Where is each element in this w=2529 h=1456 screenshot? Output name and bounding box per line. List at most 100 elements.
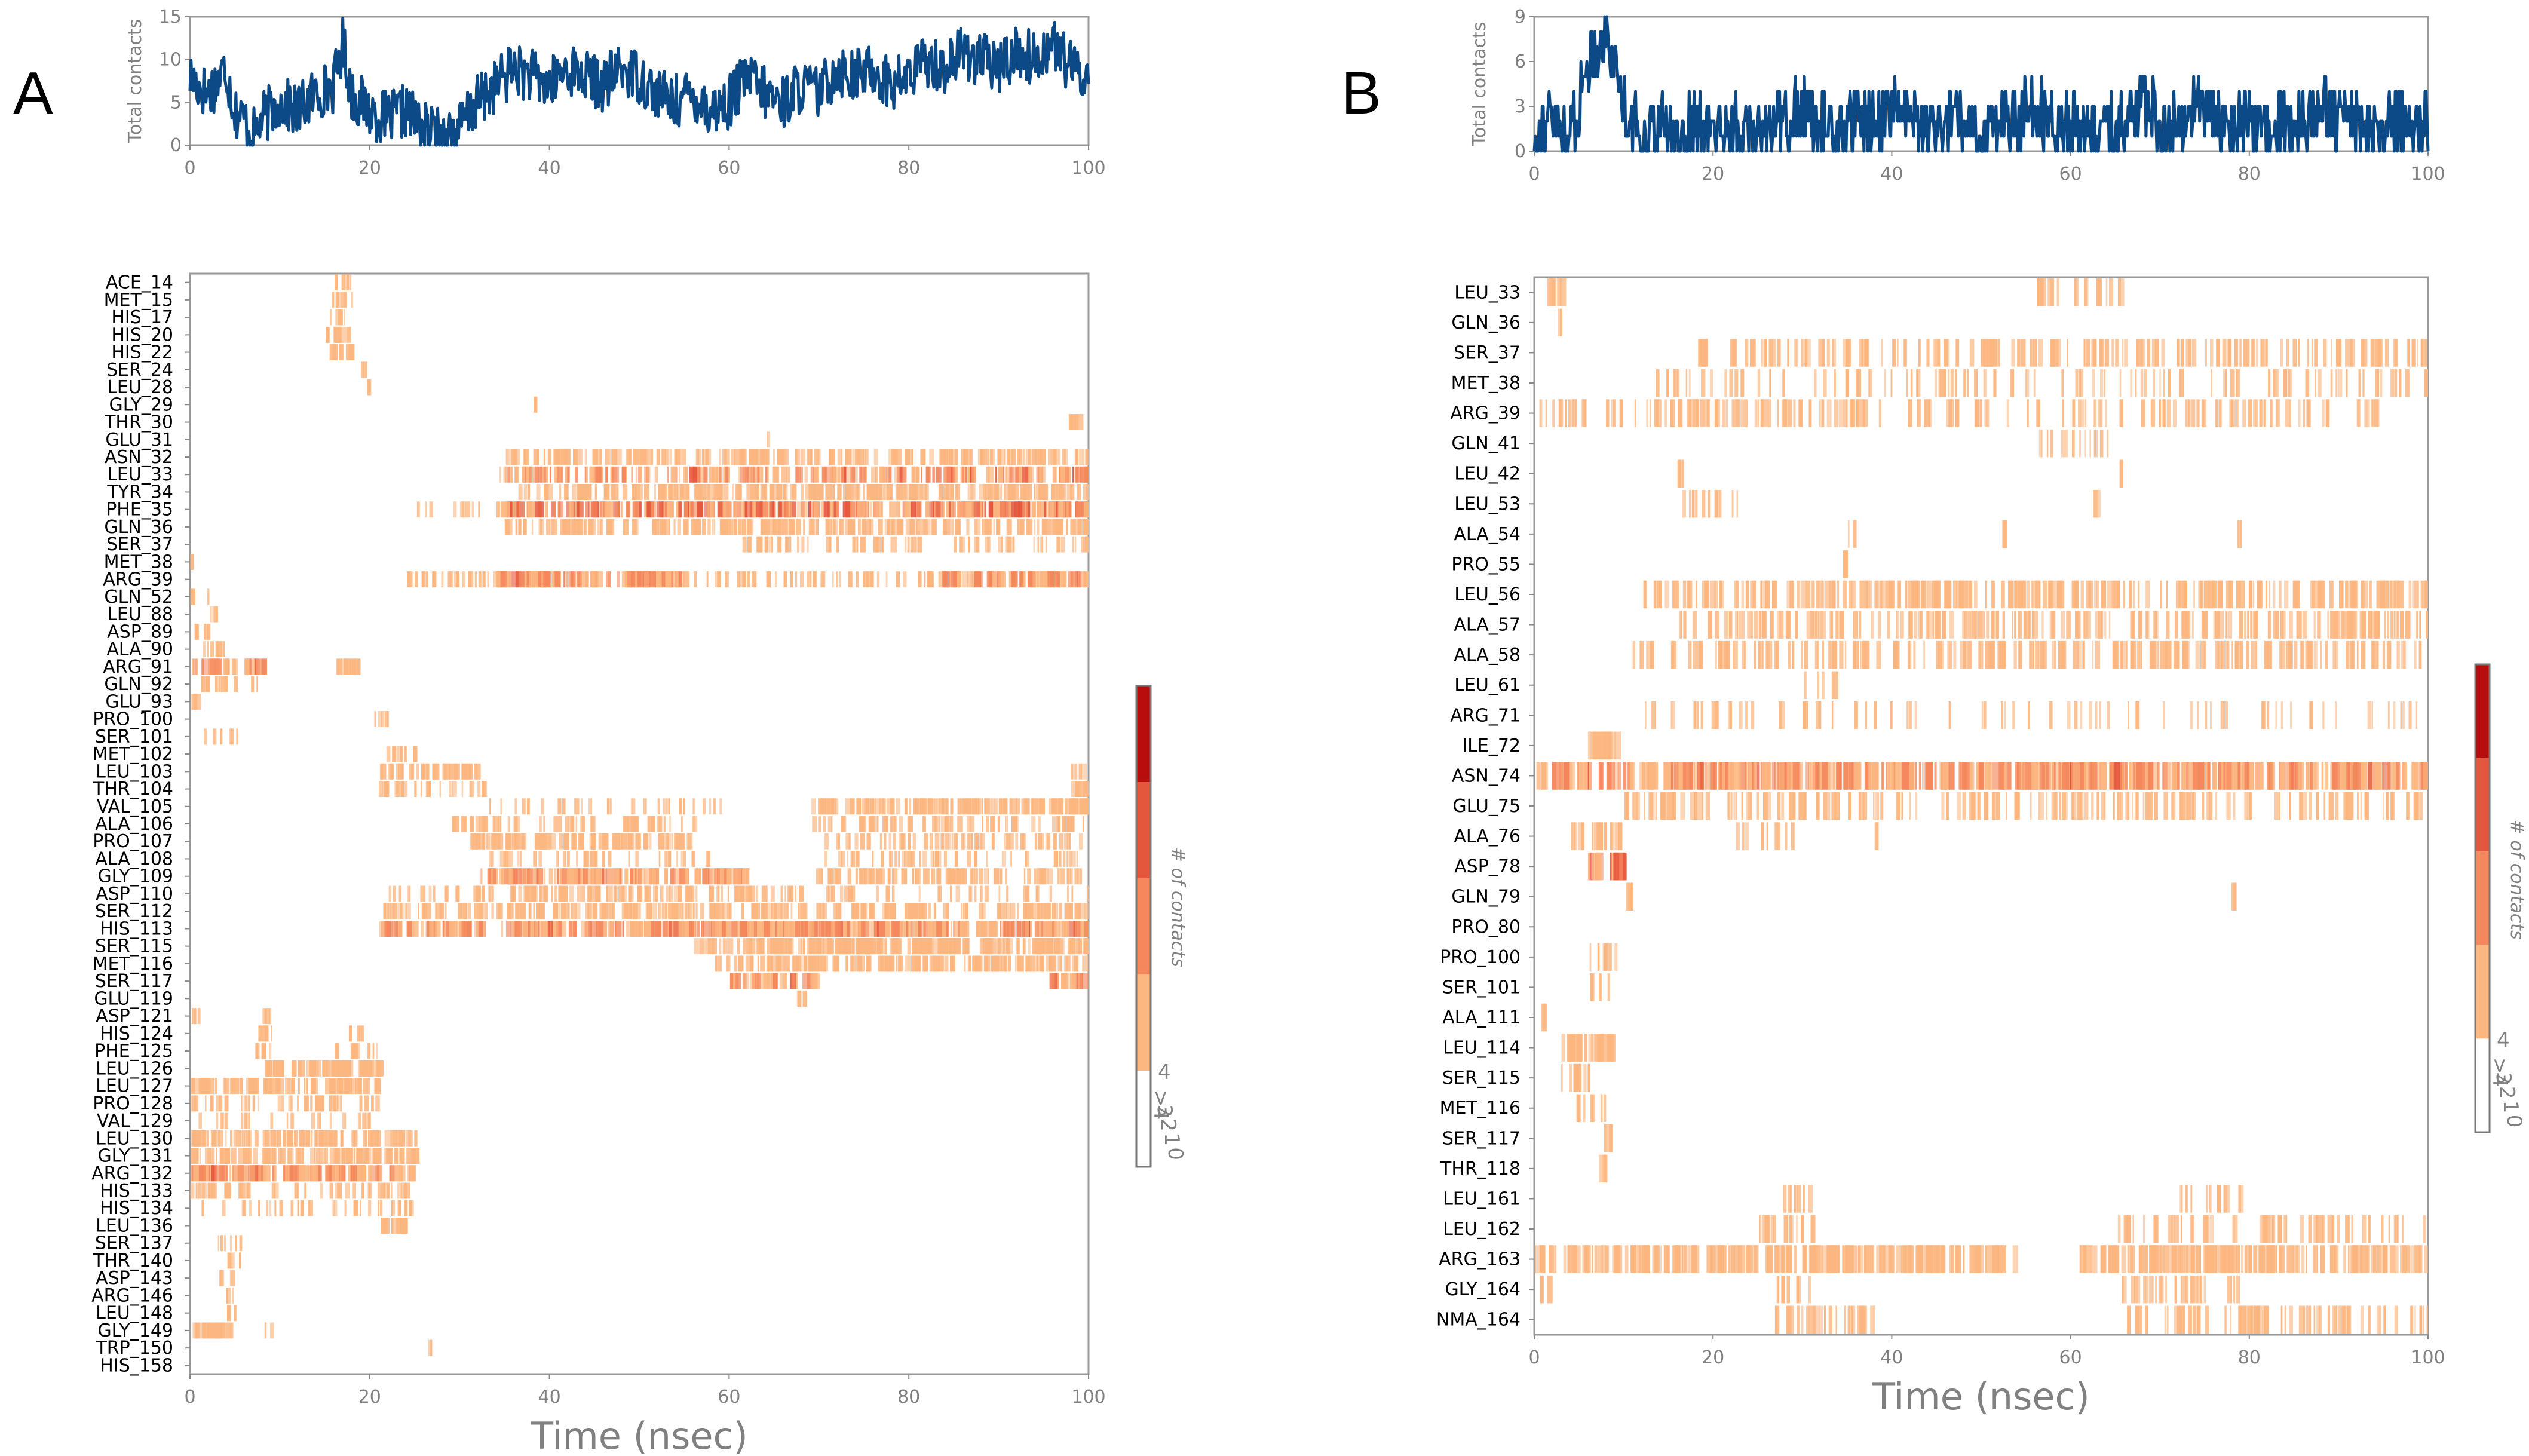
- colorbar-tick-label: 2: [1156, 1118, 1180, 1132]
- contact-bar: [802, 938, 805, 955]
- contact-bar: [569, 449, 571, 465]
- contact-bar: [996, 938, 1000, 955]
- contact-bar: [346, 1078, 349, 1094]
- heatmap-row: SER_37: [1454, 339, 2427, 367]
- contact-bar: [994, 501, 1000, 518]
- contact-bar: [376, 1165, 379, 1182]
- contact-bar: [393, 885, 396, 902]
- contact-bar: [204, 658, 209, 675]
- contact-bar: [777, 536, 782, 553]
- contact-bar: [733, 519, 737, 535]
- contact-bar: [929, 833, 931, 850]
- contact-bar: [683, 519, 688, 535]
- contact-bar: [425, 903, 427, 919]
- contact-bar: [587, 501, 589, 518]
- contact-bar: [557, 816, 562, 832]
- contact-bar: [1003, 903, 1007, 919]
- contact-bar: [543, 885, 548, 902]
- contact-bar: [461, 816, 466, 832]
- contact-bar: [988, 466, 990, 483]
- contact-bar: [835, 519, 838, 535]
- contact-bar: [635, 449, 639, 465]
- contact-bar: [1013, 484, 1019, 500]
- contact-bar: [1032, 798, 1038, 815]
- contact-bar: [1068, 921, 1075, 937]
- contact-bar: [393, 903, 398, 919]
- contact-bar: [556, 466, 557, 483]
- contact-bar: [605, 449, 611, 465]
- contact-bar: [401, 1182, 403, 1199]
- contact-bar: [796, 955, 799, 972]
- contact-bar: [704, 921, 710, 937]
- contact-bar: [416, 763, 419, 780]
- contact-bar: [811, 921, 815, 937]
- contact-bar: [1074, 955, 1078, 972]
- contact-bar: [1059, 484, 1063, 500]
- contact-bar: [786, 466, 790, 483]
- contact-bar: [451, 781, 453, 797]
- contact-bar: [952, 519, 954, 535]
- contact-bar: [1552, 278, 1553, 306]
- contact-bar: [575, 449, 578, 465]
- contact-bar: [297, 1095, 299, 1112]
- contact-bar: [432, 763, 436, 780]
- contact-bar: [633, 903, 635, 919]
- contact-bar: [965, 903, 968, 919]
- contact-bar: [367, 1165, 372, 1182]
- contact-bar: [541, 921, 548, 937]
- contact-bar: [870, 903, 875, 919]
- contact-bar: [778, 449, 784, 465]
- contact-bar: [395, 1165, 401, 1182]
- contact-bar: [227, 1252, 232, 1269]
- contact-bar: [596, 885, 599, 902]
- contact-bar: [1081, 903, 1087, 919]
- contact-bar: [881, 851, 884, 867]
- contact-bar: [805, 921, 809, 937]
- contact-bar: [376, 1043, 378, 1059]
- contact-bar: [367, 1148, 371, 1164]
- contact-bar: [738, 955, 744, 972]
- contact-bar: [334, 1095, 338, 1112]
- heatmap-row: MET_116: [93, 954, 1089, 974]
- contact-bar: [515, 519, 517, 535]
- contact-bar: [983, 449, 989, 465]
- contact-bar: [227, 1288, 231, 1304]
- contact-bar: [980, 484, 986, 500]
- contact-bar: [921, 519, 927, 535]
- contact-bar: [512, 501, 516, 518]
- contact-bar: [764, 921, 768, 937]
- contact-bar: [519, 833, 524, 850]
- contact-bar: [651, 816, 655, 832]
- contact-bar: [668, 519, 670, 535]
- residue-label: PHE_125: [94, 1041, 173, 1062]
- contact-bar: [340, 1095, 342, 1112]
- contact-bar: [991, 833, 995, 850]
- contact-bar: [850, 466, 856, 483]
- contact-bar: [1015, 798, 1020, 815]
- contact-bar: [837, 484, 841, 500]
- contact-bar: [278, 1148, 281, 1164]
- contact-bar: [884, 519, 887, 535]
- contact-bar: [756, 973, 761, 989]
- contact-bar: [968, 833, 973, 850]
- contact-bar: [1006, 519, 1012, 535]
- contact-bar: [763, 973, 769, 989]
- contact-bar: [698, 484, 703, 500]
- contact-bar: [1035, 484, 1038, 500]
- contact-bar: [196, 1148, 198, 1164]
- contact-bar: [709, 466, 714, 483]
- contact-bar: [976, 536, 980, 553]
- contact-bar: [740, 449, 744, 465]
- contact-bar: [886, 466, 889, 483]
- contact-bar: [1022, 833, 1026, 850]
- contact-bar: [239, 1235, 243, 1252]
- contact-bar: [311, 1200, 314, 1216]
- contact-bar: [654, 921, 661, 937]
- contact-bar: [888, 449, 894, 465]
- contact-bar: [839, 519, 844, 535]
- contact-bar: [513, 833, 520, 850]
- contact-bar: [1044, 519, 1050, 535]
- contact-bar: [1023, 484, 1025, 500]
- contact-bar: [1060, 466, 1066, 483]
